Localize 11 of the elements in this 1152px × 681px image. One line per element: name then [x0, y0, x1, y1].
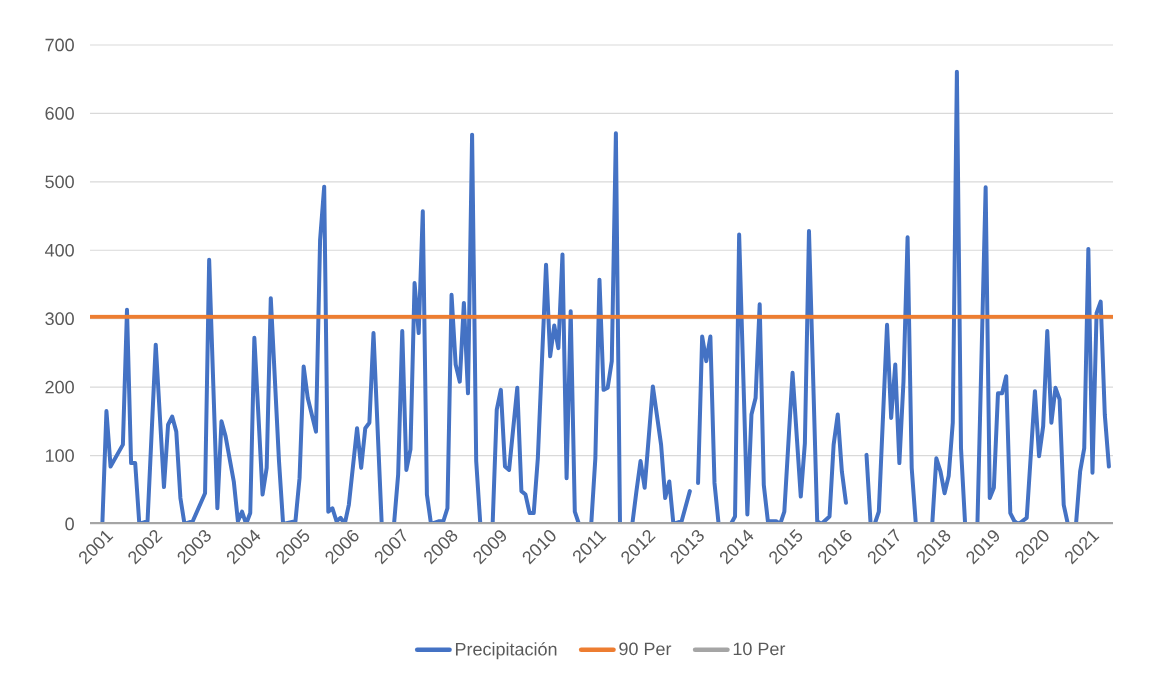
y-tick-label: 200 — [45, 380, 74, 394]
y-tick-label: 700 — [45, 38, 74, 52]
y-tick-label: 600 — [45, 107, 74, 120]
y-tick-label: 100 — [45, 449, 74, 462]
y-tick-label: 300 — [45, 312, 74, 326]
legend-label: 10 Per — [733, 642, 786, 656]
y-tick-label: 0 — [65, 517, 74, 531]
y-tick-label: 500 — [45, 175, 74, 189]
legend-label: Precipitación — [455, 642, 557, 660]
legend-label: 90 Per — [619, 642, 672, 656]
y-tick-label: 400 — [45, 243, 74, 257]
